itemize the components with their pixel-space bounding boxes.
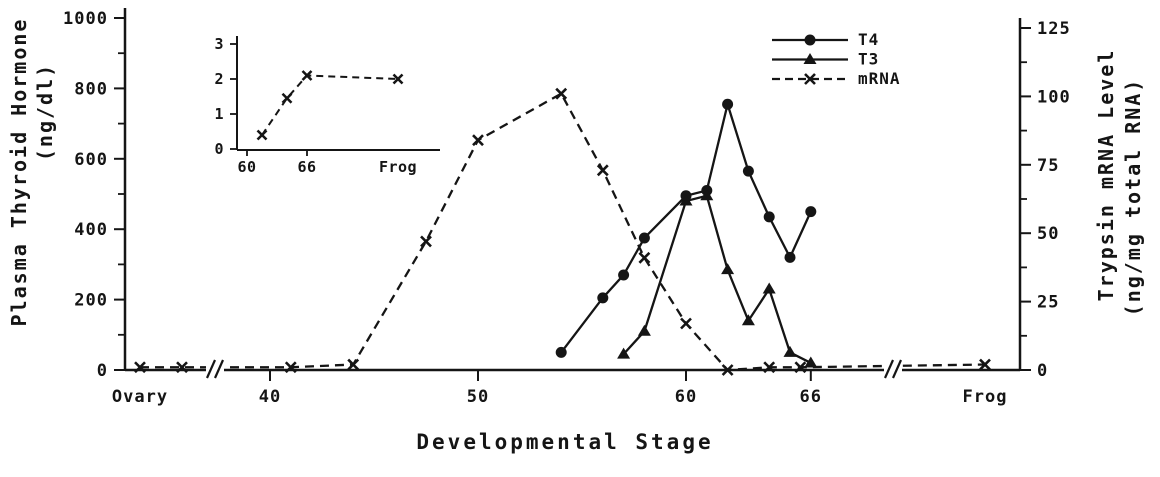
series-T4-marker (784, 251, 796, 263)
series-mRNA-line (140, 92, 986, 372)
series-T3-marker (617, 347, 631, 359)
series-mRNA-marker (284, 361, 297, 374)
series-T3-marker (700, 189, 714, 201)
axis-break-slash (205, 359, 217, 379)
legend-label: T4 (858, 30, 879, 49)
x-category-label: Frog (963, 387, 1008, 407)
series-T3-marker (637, 324, 651, 336)
y-left-tick-label: 600 (74, 150, 108, 170)
inset-y-tick-label: 2 (214, 70, 224, 88)
series-T4-marker (618, 269, 630, 281)
inset-x-tick-label: 60 (237, 158, 256, 176)
y-right-tick-label: 25 (1037, 293, 1059, 313)
y-left-tick-label: 800 (74, 79, 108, 99)
inset-series-marker (256, 129, 268, 141)
y-right-tick-label: 100 (1037, 87, 1071, 107)
legend-marker-mRNA (804, 73, 816, 85)
inset-series-marker (301, 70, 313, 81)
y-left-tick-label: 400 (74, 220, 108, 240)
series-T4-marker (638, 232, 650, 244)
inset-series-line (261, 74, 399, 136)
series-T3-marker (783, 345, 797, 357)
series-mRNA-marker (596, 164, 609, 177)
x-tick-label: 66 (800, 387, 822, 407)
series-T3-marker (762, 282, 776, 294)
x-category-label: Ovary (112, 387, 168, 407)
inset-series-marker (281, 92, 293, 104)
series-T4-marker (597, 292, 609, 304)
series-mRNA-marker (794, 361, 807, 374)
axis-break-slash (213, 359, 225, 379)
series-mRNA-marker (721, 364, 734, 376)
axis-break-slash (883, 359, 895, 379)
series-T4-marker (742, 165, 754, 177)
series-T3-marker (804, 356, 818, 368)
series-T4-line (560, 99, 812, 354)
y-right-tick-label: 0 (1037, 361, 1048, 381)
y-axis-label-left-units: (ng/dl) (33, 63, 57, 161)
series-T4-marker (722, 98, 734, 110)
x-tick-label: 50 (467, 387, 489, 407)
series-T3-marker (721, 263, 735, 275)
series-T4-marker (805, 206, 817, 218)
inset-y-tick-label: 3 (214, 35, 224, 53)
series-mRNA-marker (763, 361, 776, 374)
series-T3-marker (679, 194, 693, 206)
series-mRNA-marker (420, 235, 432, 248)
x-tick-label: 40 (259, 387, 281, 407)
series-mRNA-marker (638, 251, 651, 264)
inset-series-marker (392, 73, 404, 85)
legend-label: mRNA (858, 69, 901, 88)
series-mRNA-marker (680, 317, 692, 330)
inset-y-tick-label: 1 (214, 105, 224, 123)
series-T3-marker (741, 314, 755, 326)
series-mRNA-marker (555, 87, 568, 100)
series-mRNA-marker (979, 358, 991, 371)
legend-marker-T3 (803, 53, 817, 64)
series-T4-marker (763, 211, 775, 223)
y-axis-label-right-units: (ng/mg total RNA) (1121, 78, 1145, 317)
series-T4-marker (555, 346, 567, 358)
y-right-tick-label: 125 (1037, 19, 1071, 39)
series-mRNA-marker (472, 134, 484, 147)
series-T3-line (622, 194, 812, 364)
y-right-tick-label: 50 (1037, 224, 1059, 244)
legend-marker-T4 (804, 34, 816, 46)
inset-x-tick-label: 66 (297, 158, 316, 176)
y-left-tick-label: 0 (97, 361, 108, 381)
y-right-tick-label: 75 (1037, 156, 1059, 176)
y-axis-label-right: Trypsin mRNA Level (1094, 49, 1118, 302)
axis-break-slash (891, 359, 903, 379)
y-axis-label-left: Plasma Thyroid Hormone (7, 18, 31, 327)
series-mRNA-marker (134, 361, 146, 374)
x-tick-label: 60 (675, 387, 697, 407)
inset-x-category-label: Frog (379, 158, 417, 176)
x-axis-label: Developmental Stage (416, 430, 713, 454)
legend-label: T3 (858, 50, 879, 69)
series-mRNA-marker (347, 358, 360, 371)
y-left-tick-label: 1000 (63, 9, 108, 29)
series-mRNA-marker (176, 361, 188, 374)
y-left-tick-label: 200 (74, 291, 108, 311)
inset-y-tick-label: 0 (214, 140, 224, 158)
